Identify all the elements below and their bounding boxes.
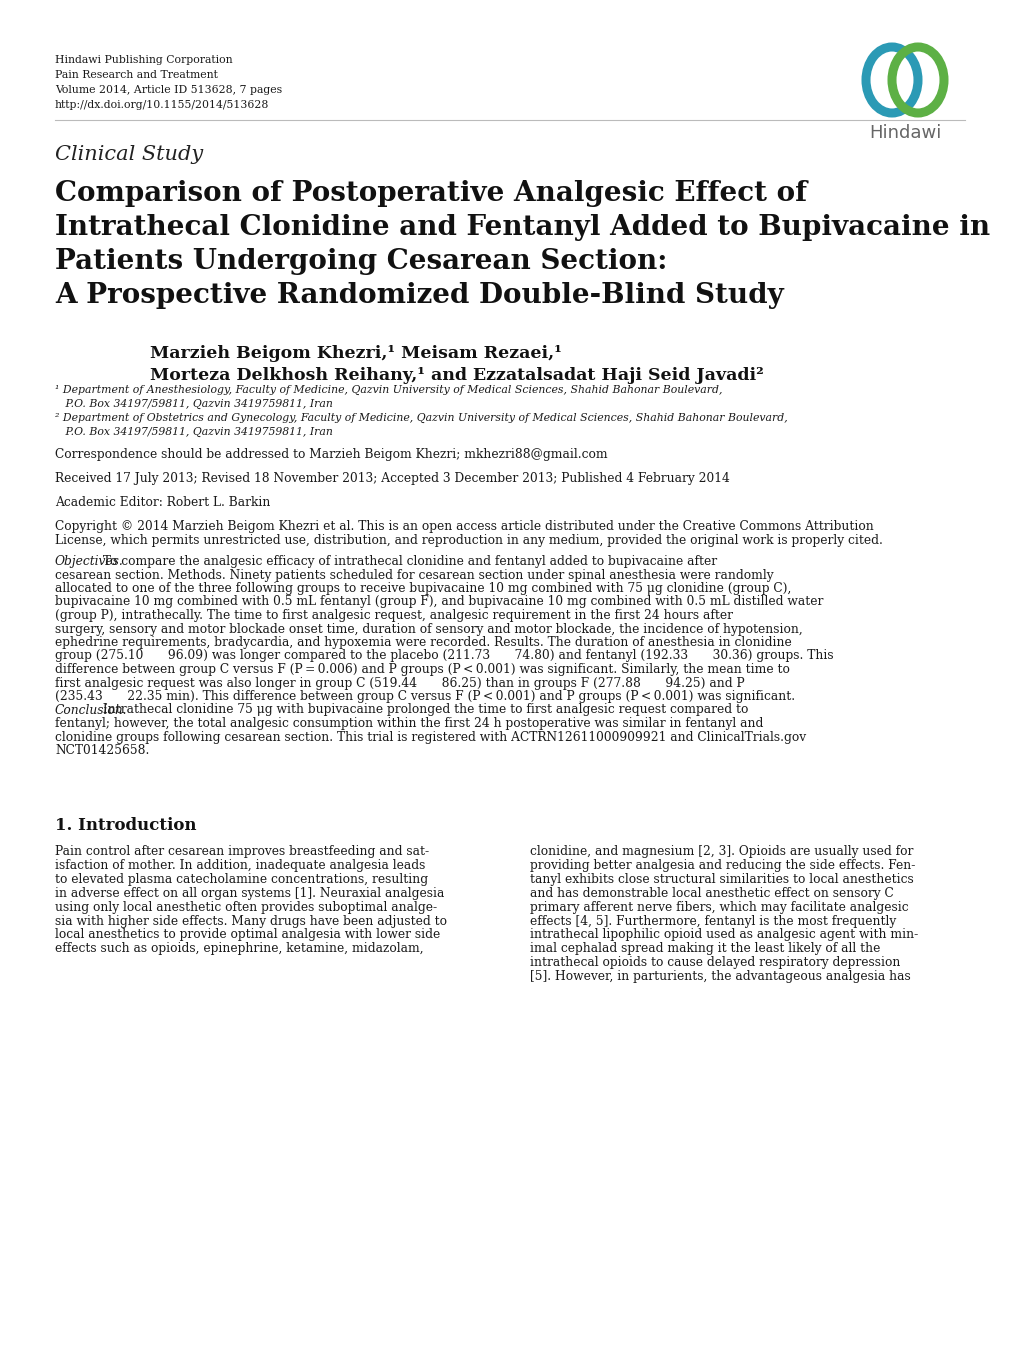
Text: in adverse effect on all organ systems [1]. Neuraxial analgesia: in adverse effect on all organ systems [… — [55, 887, 444, 900]
Text: primary afferent nerve fibers, which may facilitate analgesic: primary afferent nerve fibers, which may… — [530, 900, 908, 914]
Text: clonidine groups following cesarean section. This trial is registered with ACTRN: clonidine groups following cesarean sect… — [55, 730, 805, 744]
Text: effects [4, 5]. Furthermore, fentanyl is the most frequently: effects [4, 5]. Furthermore, fentanyl is… — [530, 914, 896, 928]
Text: Morteza Delkhosh Reihany,¹ and Ezzatalsadat Haji Seid Javadi²: Morteza Delkhosh Reihany,¹ and Ezzatalsa… — [150, 367, 763, 384]
Text: intrathecal lipophilic opioid used as analgesic agent with min-: intrathecal lipophilic opioid used as an… — [530, 929, 917, 941]
Text: Received 17 July 2013; Revised 18 November 2013; Accepted 3 December 2013; Publi: Received 17 July 2013; Revised 18 Novemb… — [55, 472, 730, 486]
Text: P.O. Box 34197/59811, Qazvin 3419759811, Iran: P.O. Box 34197/59811, Qazvin 3419759811,… — [55, 427, 332, 437]
Text: [5]. However, in parturients, the advantageous analgesia has: [5]. However, in parturients, the advant… — [530, 970, 910, 983]
Text: (group P), intrathecally. The time to first analgesic request, analgesic require: (group P), intrathecally. The time to fi… — [55, 609, 733, 622]
Text: difference between group C versus F (P = 0.006) and P groups (P < 0.001) was sig: difference between group C versus F (P =… — [55, 664, 789, 676]
Text: surgery, sensory and motor blockade onset time, duration of sensory and motor bl: surgery, sensory and motor blockade onse… — [55, 623, 802, 635]
Text: group (275.10  96.09) was longer compared to the placebo (211.73  74.80) and fen: group (275.10 96.09) was longer compared… — [55, 650, 833, 662]
Text: Hindawi Publishing Corporation: Hindawi Publishing Corporation — [55, 54, 232, 65]
Text: Copyright © 2014 Marzieh Beigom Khezri et al. This is an open access article dis: Copyright © 2014 Marzieh Beigom Khezri e… — [55, 520, 873, 533]
Text: 1. Introduction: 1. Introduction — [55, 817, 197, 835]
Text: Correspondence should be addressed to Marzieh Beigom Khezri; mkhezri88@gmail.com: Correspondence should be addressed to Ma… — [55, 447, 607, 461]
Text: to elevated plasma catecholamine concentrations, resulting: to elevated plasma catecholamine concent… — [55, 873, 428, 887]
Text: Objectives.: Objectives. — [55, 555, 123, 568]
Text: To compare the analgesic efficacy of intrathecal clonidine and fentanyl added to: To compare the analgesic efficacy of int… — [99, 555, 716, 568]
Text: NCT01425658.: NCT01425658. — [55, 744, 149, 758]
Text: Patients Undergoing Cesarean Section:: Patients Undergoing Cesarean Section: — [55, 248, 666, 275]
Text: Intrathecal clonidine 75 μg with bupivacaine prolonged the time to first analges: Intrathecal clonidine 75 μg with bupivac… — [99, 703, 747, 717]
Text: License, which permits unrestricted use, distribution, and reproduction in any m: License, which permits unrestricted use,… — [55, 534, 882, 547]
Text: Intrathecal Clonidine and Fentanyl Added to Bupivacaine in: Intrathecal Clonidine and Fentanyl Added… — [55, 214, 989, 241]
Text: Conclusion.: Conclusion. — [55, 703, 127, 717]
Text: A Prospective Randomized Double-Blind Study: A Prospective Randomized Double-Blind St… — [55, 282, 783, 309]
Text: using only local anesthetic often provides suboptimal analge-: using only local anesthetic often provid… — [55, 900, 437, 914]
Text: Pain control after cesarean improves breastfeeding and sat-: Pain control after cesarean improves bre… — [55, 846, 429, 858]
Text: providing better analgesia and reducing the side effects. Fen-: providing better analgesia and reducing … — [530, 860, 914, 872]
Text: local anesthetics to provide optimal analgesia with lower side: local anesthetics to provide optimal ana… — [55, 929, 440, 941]
Text: P.O. Box 34197/59811, Qazvin 3419759811, Iran: P.O. Box 34197/59811, Qazvin 3419759811,… — [55, 398, 332, 409]
Text: isfaction of mother. In addition, inadequate analgesia leads: isfaction of mother. In addition, inadeq… — [55, 860, 425, 872]
Text: first analgesic request was also longer in group C (519.44  86.25) than in group: first analgesic request was also longer … — [55, 676, 744, 690]
Text: intrathecal opioids to cause delayed respiratory depression: intrathecal opioids to cause delayed res… — [530, 956, 900, 968]
Text: http://dx.doi.org/10.1155/2014/513628: http://dx.doi.org/10.1155/2014/513628 — [55, 101, 269, 110]
Text: ephedrine requirements, bradycardia, and hypoxemia were recorded. Results. The d: ephedrine requirements, bradycardia, and… — [55, 636, 791, 649]
Text: Comparison of Postoperative Analgesic Effect of: Comparison of Postoperative Analgesic Ef… — [55, 180, 806, 207]
Text: Volume 2014, Article ID 513628, 7 pages: Volume 2014, Article ID 513628, 7 pages — [55, 84, 282, 95]
Text: imal cephalad spread making it the least likely of all the: imal cephalad spread making it the least… — [530, 942, 879, 955]
Text: ² Department of Obstetrics and Gynecology, Faculty of Medicine, Qazvin Universit: ² Department of Obstetrics and Gynecolog… — [55, 413, 787, 423]
Text: Hindawi: Hindawi — [868, 124, 941, 141]
Text: cesarean section. Methods. Ninety patients scheduled for cesarean section under : cesarean section. Methods. Ninety patien… — [55, 568, 772, 582]
Text: allocated to one of the three following groups to receive bupivacaine 10 mg comb: allocated to one of the three following … — [55, 582, 791, 596]
Text: (235.43  22.35 min). This difference between group C versus F (P < 0.001) and P : (235.43 22.35 min). This difference betw… — [55, 690, 795, 703]
Text: and has demonstrable local anesthetic effect on sensory C: and has demonstrable local anesthetic ef… — [530, 887, 893, 900]
Text: sia with higher side effects. Many drugs have been adjusted to: sia with higher side effects. Many drugs… — [55, 914, 446, 928]
Text: bupivacaine 10 mg combined with 0.5 mL fentanyl (group F), and bupivacaine 10 mg: bupivacaine 10 mg combined with 0.5 mL f… — [55, 596, 822, 608]
Text: Pain Research and Treatment: Pain Research and Treatment — [55, 69, 218, 80]
Text: effects such as opioids, epinephrine, ketamine, midazolam,: effects such as opioids, epinephrine, ke… — [55, 942, 423, 955]
Text: fentanyl; however, the total analgesic consumption within the first 24 h postope: fentanyl; however, the total analgesic c… — [55, 717, 762, 730]
Text: Academic Editor: Robert L. Barkin: Academic Editor: Robert L. Barkin — [55, 496, 270, 509]
Text: Clinical Study: Clinical Study — [55, 146, 203, 165]
Text: ¹ Department of Anesthesiology, Faculty of Medicine, Qazvin University of Medica: ¹ Department of Anesthesiology, Faculty … — [55, 385, 721, 396]
Text: clonidine, and magnesium [2, 3]. Opioids are usually used for: clonidine, and magnesium [2, 3]. Opioids… — [530, 846, 912, 858]
Text: Marzieh Beigom Khezri,¹ Meisam Rezaei,¹: Marzieh Beigom Khezri,¹ Meisam Rezaei,¹ — [150, 345, 561, 362]
Text: tanyl exhibits close structural similarities to local anesthetics: tanyl exhibits close structural similari… — [530, 873, 913, 887]
